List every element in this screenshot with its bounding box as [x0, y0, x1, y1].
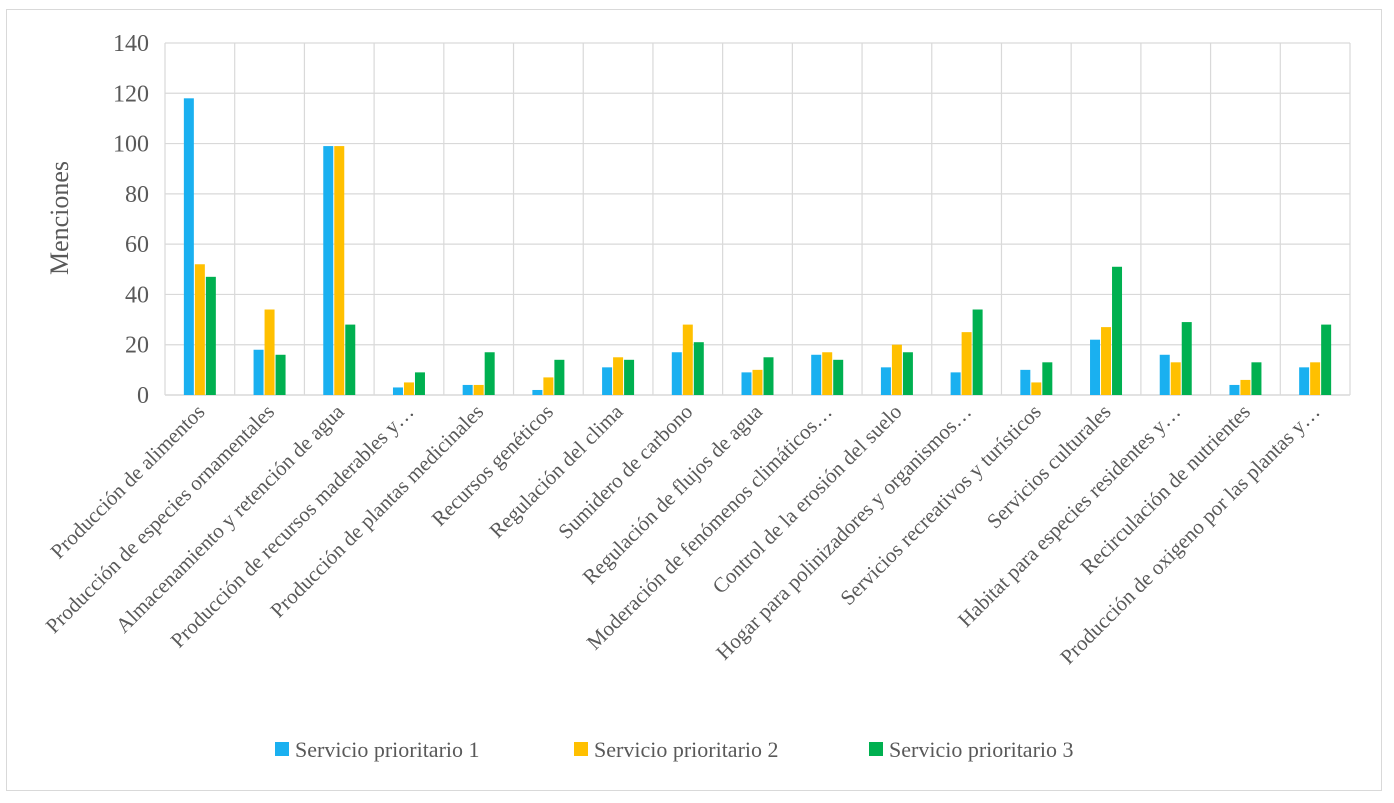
bar-series-2-5: [473, 384, 484, 395]
bar-series-3-17: [1321, 324, 1332, 395]
bar-series-1-6: [532, 389, 543, 395]
bar-series-2-16: [1240, 379, 1251, 395]
x-category-label: Servicios culturales: [982, 400, 1116, 534]
bar-series-1-4: [392, 387, 403, 395]
bars: [183, 98, 1332, 396]
bar-series-1-11: [880, 367, 891, 395]
bar-series-2-17: [1310, 362, 1321, 395]
bar-series-1-9: [741, 372, 752, 395]
x-category-label: Recursos genéticos: [427, 400, 558, 531]
y-axis-ticks: 0 20 40 60 80 100 120 140: [113, 31, 149, 409]
bar-series-1-15: [1159, 354, 1170, 395]
bar-series-3-4: [414, 372, 425, 395]
bar-series-1-16: [1229, 384, 1240, 395]
bar-series-3-9: [763, 357, 774, 395]
bar-series-2-7: [613, 357, 624, 395]
y-tick-label: 20: [125, 333, 149, 359]
bar-series-1-1: [183, 98, 194, 396]
bar-series-1-13: [1020, 369, 1031, 395]
y-tick-label: 120: [113, 81, 149, 107]
legend-swatch-3: [869, 742, 883, 756]
bar-series-3-5: [484, 352, 495, 395]
bar-series-2-4: [403, 382, 414, 395]
x-category-label: Producción de oxigeno por las plantas y…: [1055, 400, 1324, 669]
bar-series-3-13: [1042, 362, 1053, 395]
x-category-label: Producción de recursos maderables y…: [166, 400, 419, 653]
legend-swatch-1: [275, 742, 289, 756]
bar-series-3-3: [345, 324, 356, 395]
bar-series-3-1: [205, 276, 216, 395]
bar-series-1-3: [323, 146, 334, 395]
y-tick-label: 140: [113, 31, 149, 57]
bar-series-3-7: [624, 359, 635, 395]
bar-series-3-15: [1181, 322, 1192, 395]
x-category-label: Regulación del clima: [484, 399, 628, 543]
bar-series-1-5: [462, 384, 473, 395]
bar-series-2-3: [334, 146, 345, 395]
bar-series-1-7: [602, 367, 613, 395]
bar-series-3-2: [275, 354, 286, 395]
legend-label-2: Servicio prioritario 2: [594, 737, 779, 762]
bar-series-2-1: [194, 264, 205, 395]
bar-series-1-17: [1299, 367, 1310, 395]
x-category-label: Sumidero de carbono: [553, 400, 697, 544]
bar-series-1-10: [811, 354, 822, 395]
bar-series-2-12: [961, 332, 972, 395]
bar-series-2-6: [543, 377, 554, 395]
bar-series-3-12: [972, 309, 983, 395]
legend-label-3: Servicio prioritario 3: [889, 737, 1074, 762]
legend-label-1: Servicio prioritario 1: [295, 737, 480, 762]
y-tick-label: 80: [125, 182, 149, 208]
legend: Servicio prioritario 1 Servicio prioritar…: [275, 737, 1074, 762]
bar-series-1-14: [1090, 339, 1101, 395]
bar-series-1-8: [671, 352, 682, 395]
bar-series-2-11: [891, 344, 902, 395]
bar-series-2-2: [264, 309, 275, 395]
bar-series-2-9: [752, 369, 763, 395]
y-tick-label: 0: [137, 383, 149, 409]
bar-series-1-12: [950, 372, 961, 395]
chart-frame: [6, 9, 1382, 791]
bar-series-3-16: [1251, 362, 1262, 395]
bar-series-2-13: [1031, 382, 1042, 395]
gridlines: [164, 42, 1351, 396]
bar-series-3-6: [554, 359, 565, 395]
bar-series-2-10: [822, 352, 833, 395]
bar-series-3-10: [833, 359, 844, 395]
y-tick-label: 40: [125, 282, 149, 308]
legend-swatch-2: [574, 742, 588, 756]
bar-series-3-11: [902, 352, 913, 395]
y-axis-title: Menciones: [45, 161, 74, 275]
bar-series-1-2: [253, 349, 264, 395]
y-tick-label: 60: [125, 232, 149, 258]
bar-series-2-15: [1170, 362, 1181, 395]
bar-series-3-14: [1112, 266, 1123, 395]
bar-series-3-8: [693, 342, 704, 395]
bar-series-2-14: [1101, 327, 1112, 395]
y-tick-label: 100: [113, 132, 149, 158]
x-category-label: Moderación de fenómenos climáticos…: [582, 400, 837, 655]
x-category-label: Hogar para polinizadores y organismos…: [711, 400, 976, 665]
bar-series-2-8: [682, 324, 693, 395]
